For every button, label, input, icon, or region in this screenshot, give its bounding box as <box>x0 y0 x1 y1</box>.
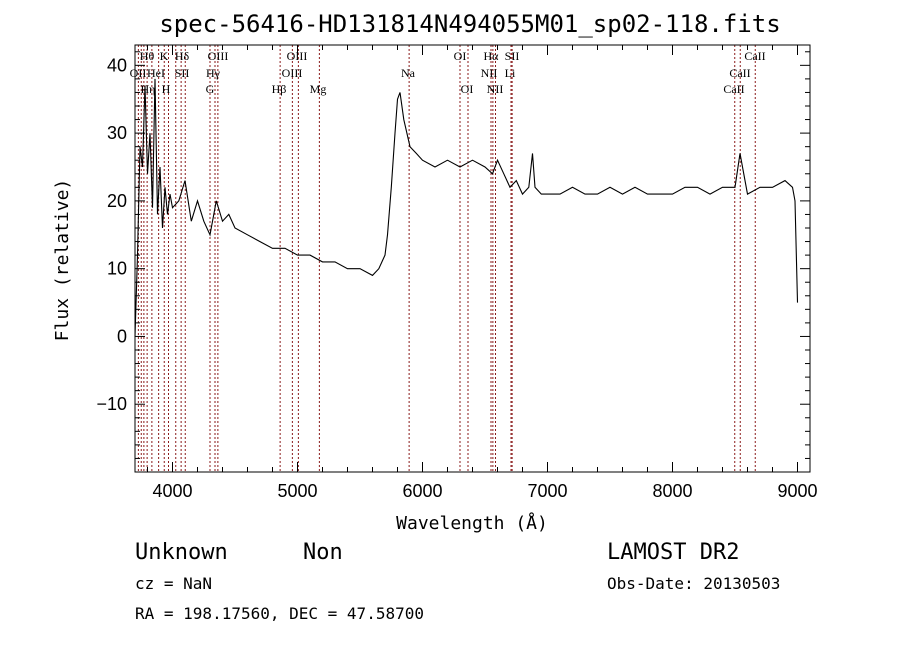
line-label: CaII <box>744 49 765 63</box>
line-label: K <box>160 49 169 63</box>
line-label: Hα <box>484 49 500 63</box>
line-label: OIII <box>282 66 303 80</box>
line-label: HeI <box>147 66 165 80</box>
spectrum-series-line <box>134 78 799 337</box>
emission-line-labels: OII Hθ Hη K HeI SII H Hδ OIII Hγ G Hβ OIII OIII Mg Na OI… <box>130 49 766 96</box>
line-label: Li <box>505 66 516 80</box>
object-subclass: Non <box>303 540 343 565</box>
line-label: OII <box>130 66 147 80</box>
survey-name: LAMOST DR2 <box>607 540 739 565</box>
x-axis-ticks: 4000 5000 6000 7000 8000 9000 <box>147 45 818 501</box>
y-tick-label: 10 <box>107 259 127 279</box>
line-label: Mg <box>310 82 327 96</box>
x-axis-label: Wavelength (Å) <box>396 512 548 534</box>
y-tick-label: 20 <box>107 191 127 211</box>
y-tick-label: 30 <box>107 123 127 143</box>
line-label: OIII <box>208 49 229 63</box>
redshift-cz: cz = NaN <box>135 574 212 593</box>
line-label: OI <box>454 49 467 63</box>
line-label: H <box>162 82 171 96</box>
line-label: NII <box>481 66 498 80</box>
x-tick-label: 9000 <box>777 481 817 501</box>
x-tick-label: 7000 <box>527 481 567 501</box>
line-label: Hη <box>141 82 156 96</box>
line-label: Hγ <box>206 66 221 80</box>
object-class: Unknown <box>135 540 228 565</box>
y-axis-label: Flux (relative) <box>52 179 73 342</box>
y-axis-ticks: −10 0 10 20 30 40 <box>96 51 810 459</box>
chart-title: spec-56416-HD131814N494055M01_sp02-118.f… <box>159 10 780 38</box>
line-label: SII <box>175 66 190 80</box>
x-tick-label: 8000 <box>652 481 692 501</box>
line-label: Hθ <box>140 49 155 63</box>
line-label: CaII <box>723 82 744 96</box>
observation-date: Obs-Date: 20130503 <box>607 574 780 593</box>
x-tick-label: 4000 <box>152 481 192 501</box>
line-label: G <box>206 82 215 96</box>
emission-line-markers <box>137 45 756 472</box>
line-label: Hδ <box>175 49 190 63</box>
line-label: SII <box>505 49 520 63</box>
line-label: Na <box>401 66 416 80</box>
line-label: CaII <box>729 66 750 80</box>
plot-frame <box>134 44 811 473</box>
line-label: OI <box>461 82 474 96</box>
y-tick-label: 40 <box>107 55 127 75</box>
line-label: OIII <box>287 49 308 63</box>
x-tick-label: 5000 <box>277 481 317 501</box>
y-tick-label: 0 <box>117 326 127 346</box>
y-tick-label: −10 <box>96 394 127 414</box>
line-label: NII <box>487 82 504 96</box>
x-tick-label: 6000 <box>402 481 442 501</box>
coordinates: RA = 198.17560, DEC = 47.58700 <box>135 604 424 623</box>
line-label: Hβ <box>272 82 287 96</box>
